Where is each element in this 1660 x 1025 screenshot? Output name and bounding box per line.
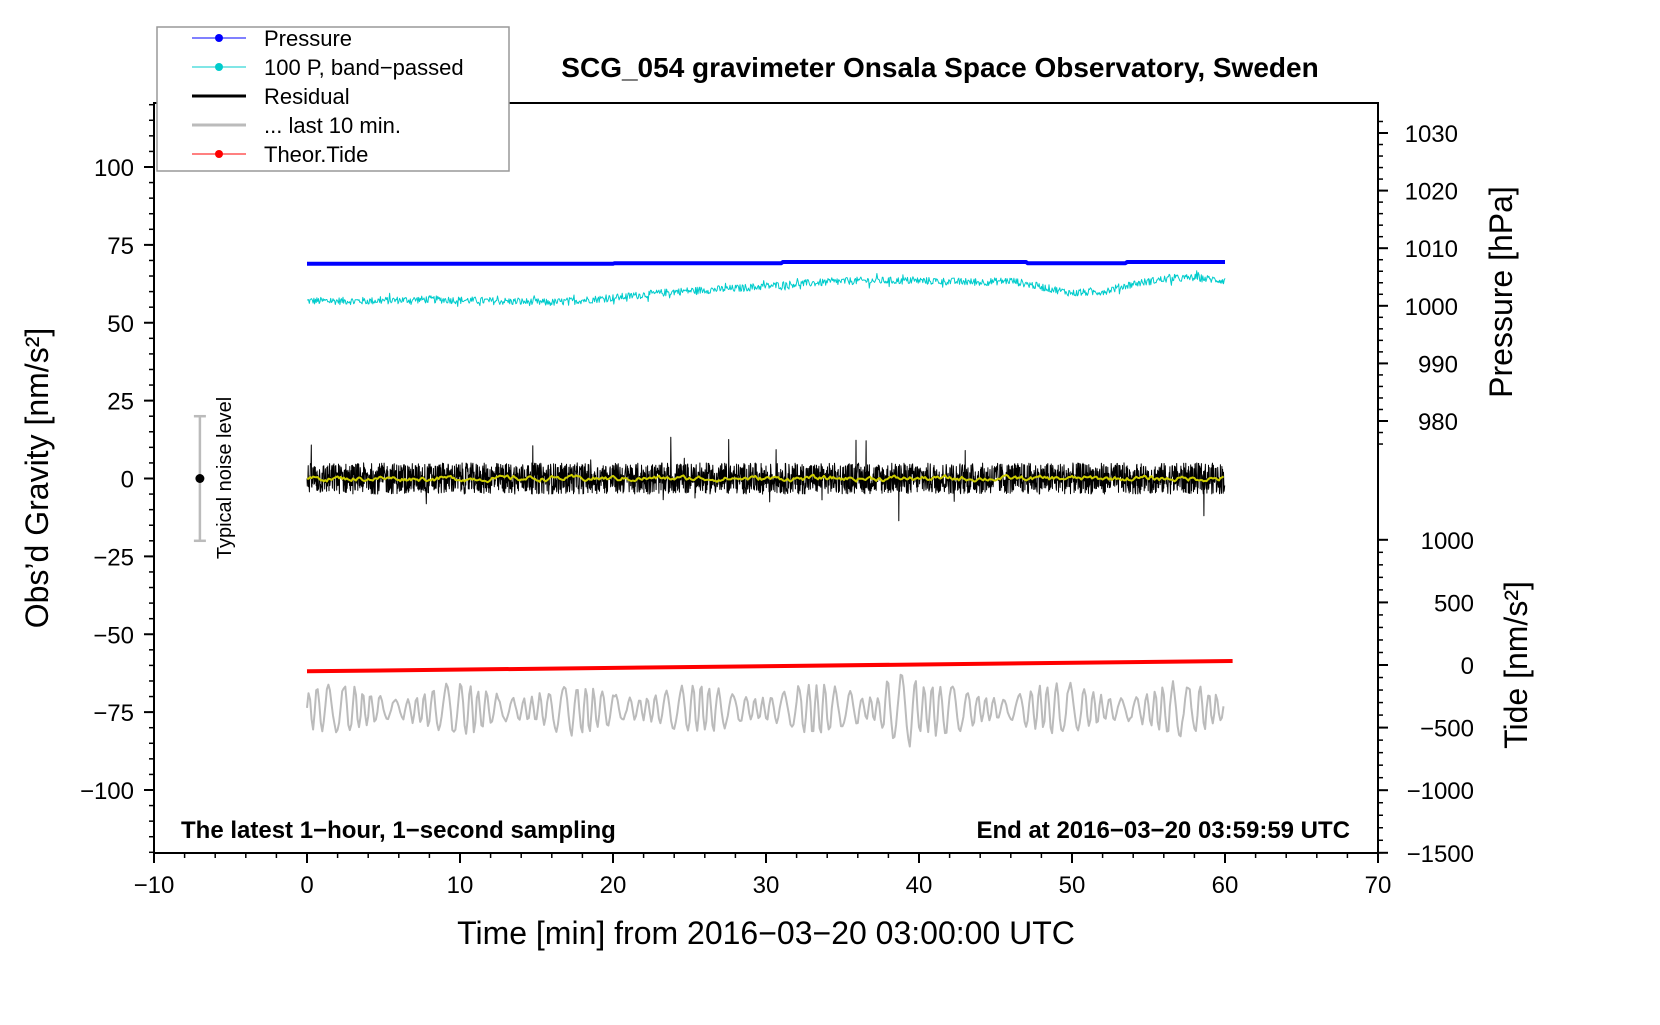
y-tick-label: 25 — [107, 389, 134, 416]
pressure-tick-label: 1020 — [1405, 179, 1458, 206]
x-tick-label: 50 — [1059, 872, 1086, 899]
tide-tick-label: −1500 — [1407, 841, 1474, 868]
legend-label-residual: Residual — [264, 84, 350, 109]
annotation-end-time: End at 2016−03−20 03:59:59 UTC — [976, 817, 1350, 844]
tide-tick-label: −1000 — [1407, 778, 1474, 805]
pressure-tick-label: 980 — [1418, 409, 1458, 436]
legend: Pressure 100 P, band−passed Residual ... la… — [156, 26, 510, 172]
legend-label-pressure: Pressure — [264, 26, 352, 51]
legend-marker-100-p-band-passed — [215, 63, 223, 71]
plot-area — [193, 260, 1233, 748]
x-tick-label: 0 — [300, 872, 313, 899]
series-pressure — [307, 260, 1225, 266]
tide-tick-label: −500 — [1420, 716, 1474, 743]
x-tick-label: 30 — [753, 872, 780, 899]
tide-tick-label: 0 — [1461, 653, 1474, 680]
pressure-tick-label: 1000 — [1405, 294, 1458, 321]
x-tick-label: −10 — [134, 872, 175, 899]
y-axis-label: Obs’d Gravity [nm/s²] — [19, 328, 55, 629]
y-tick-label: 50 — [107, 311, 134, 338]
tide-tick-label: 500 — [1434, 590, 1474, 617]
y-tick-label: −50 — [93, 622, 134, 649]
annotation-sampling: The latest 1−hour, 1−second sampling — [181, 817, 616, 844]
y-tick-label: −100 — [80, 778, 134, 805]
y-tick-label: 100 — [94, 155, 134, 182]
y-tick-label: −75 — [93, 700, 134, 727]
pressure-axis-label: Pressure [hPa] — [1483, 186, 1519, 398]
x-tick-label: 10 — [447, 872, 474, 899]
series-theor-tide — [306, 659, 1233, 674]
legend-box — [156, 26, 510, 172]
series-last-10-min — [306, 673, 1225, 748]
tide-axis-label: Tide [nm/s²] — [1498, 581, 1534, 749]
x-tick-label: 40 — [906, 872, 933, 899]
series-residual — [306, 436, 1226, 522]
y-tick-label: 0 — [121, 467, 134, 494]
series-residual-smoothed — [306, 473, 1225, 484]
x-tick-label: 60 — [1212, 872, 1239, 899]
pressure-tick-label: 1010 — [1405, 236, 1458, 263]
legend-label-theor-tide: Theor.Tide — [264, 142, 368, 167]
legend-label-100-p-band-passed: 100 P, band−passed — [264, 55, 464, 80]
y-tick-label: −25 — [93, 544, 134, 571]
noise-level-dot — [195, 474, 205, 483]
tide-tick-label: 1000 — [1421, 528, 1474, 555]
noise-level-label: Typical noise level — [214, 397, 236, 559]
x-tick-label: 20 — [600, 872, 627, 899]
chart-title: SCG_054 gravimeter Onsala Space Observat… — [561, 52, 1318, 83]
legend-marker-theor-tide — [215, 150, 223, 158]
axes: −10 0 10 20 30 40 50 60 701007550250−25−50−75−10… — [80, 103, 1474, 899]
y-tick-label: 75 — [107, 233, 134, 260]
x-axis-label: Time [min] from 2016−03−20 03:00:00 UTC — [457, 915, 1075, 951]
pressure-tick-label: 1030 — [1405, 121, 1458, 148]
legend-label-last-10-min: ... last 10 min. — [264, 113, 401, 138]
legend-marker-pressure — [215, 34, 223, 42]
pressure-tick-label: 990 — [1418, 351, 1458, 378]
x-tick-label: 70 — [1365, 872, 1392, 899]
series-100-p-band-passed — [306, 270, 1226, 307]
